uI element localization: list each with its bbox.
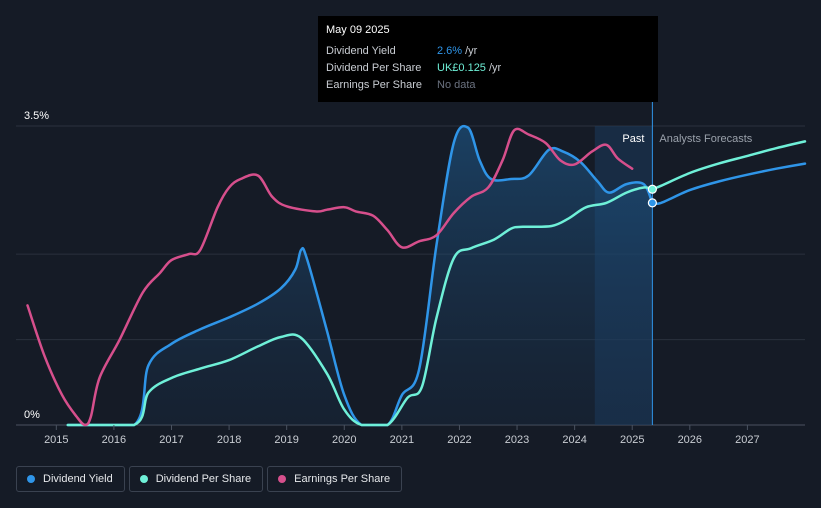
legend-item-earnings-per-share[interactable]: Earnings Per Share: [267, 466, 403, 492]
dividend-per-share-line: [66, 186, 654, 427]
earnings-per-share-dot-icon: [278, 475, 287, 483]
x-tick-label: 2016: [102, 434, 126, 446]
tooltip-row-dividend-per-share: Dividend Per Share UK£0.125 /yr: [326, 59, 650, 76]
tooltip-label: Dividend Per Share: [326, 61, 422, 74]
area-layer: [67, 126, 653, 426]
x-tick-label: 2019: [274, 434, 298, 446]
tooltip-label: Earnings Per Share: [326, 78, 422, 91]
dividend-yield-line: [66, 124, 654, 427]
x-tick-label: 2015: [44, 434, 68, 446]
tooltip-value: No data: [437, 78, 476, 91]
tooltip-date: May 09 2025: [326, 24, 390, 36]
x-tick-label: 2026: [678, 434, 702, 446]
tooltip-value: UK£0.125: [437, 61, 486, 74]
tooltip: May 09 2025 Dividend Yield 2.6% /yr Divi…: [318, 16, 658, 102]
legend: Dividend Yield Dividend Per Share Earnin…: [16, 466, 403, 492]
dividend-per-share-forecast-line: [651, 140, 807, 191]
tooltip-row-dividend-yield: Dividend Yield 2.6% /yr: [326, 42, 650, 59]
dividend-yield-marker: [647, 198, 657, 208]
dividend-yield-area: [67, 126, 653, 426]
x-tick-label: 2021: [390, 434, 414, 446]
marker-layer: [647, 184, 657, 208]
x-tick-label: 2022: [447, 434, 471, 446]
tooltip-value: 2.6%: [437, 44, 463, 57]
tooltip-unit: /yr: [488, 61, 502, 74]
x-tick-label: 2023: [505, 434, 529, 446]
x-tick-label: 2020: [332, 434, 356, 446]
dividend-yield-forecast-line: [651, 162, 807, 206]
legend-item-dividend-yield[interactable]: Dividend Yield: [16, 466, 125, 492]
dividend-per-share-dot-icon: [139, 475, 148, 483]
tooltip-unit: /yr: [465, 44, 478, 57]
dividend-per-share-marker: [647, 184, 657, 194]
legend-item-dividend-per-share[interactable]: Dividend Per Share: [128, 466, 264, 492]
analysts-forecasts-label: Analysts Forecasts: [659, 133, 752, 145]
past-label: Past: [622, 133, 644, 145]
earnings-per-share-line: [26, 127, 634, 427]
grid-lines: [16, 125, 805, 426]
x-tick-label: 2017: [159, 434, 183, 446]
x-tick-label: 2027: [735, 434, 759, 446]
y-tick-top: 3.5%: [24, 110, 49, 122]
legend-label: Dividend Yield: [43, 473, 113, 485]
y-tick-bottom: 0%: [24, 409, 40, 421]
legend-label: Earnings Per Share: [294, 473, 391, 485]
line-layer: [26, 124, 807, 427]
x-tick-label: 2018: [217, 434, 241, 446]
x-axis: 2015 2016 2017 2018 2019 2020 2021 2022 2023 2024…: [44, 425, 760, 446]
tooltip-label: Dividend Yield: [326, 44, 396, 57]
legend-label: Dividend Per Share: [155, 473, 252, 485]
tooltip-row-earnings-per-share: Earnings Per Share No data: [326, 76, 650, 93]
x-tick-label: 2025: [620, 434, 644, 446]
dividend-yield-dot-icon: [27, 475, 35, 483]
x-tick-label: 2024: [562, 434, 586, 446]
